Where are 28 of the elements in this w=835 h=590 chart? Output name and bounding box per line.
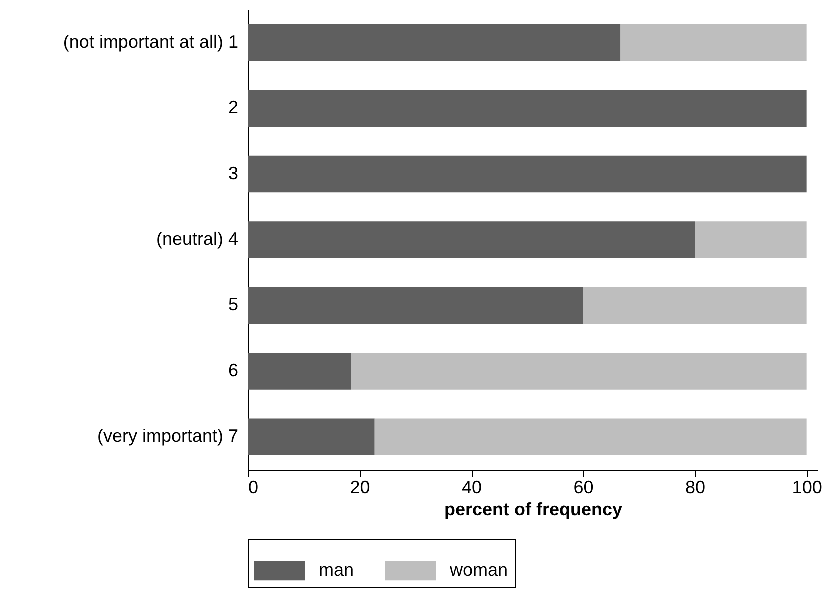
bar bbox=[248, 418, 375, 456]
x-tick-label: 40 bbox=[462, 478, 482, 498]
x-tick-label: 60 bbox=[574, 478, 594, 498]
x-axis-title: percent of frequency bbox=[444, 500, 623, 520]
bar bbox=[351, 353, 807, 390]
bar bbox=[248, 24, 621, 62]
bar bbox=[620, 24, 807, 62]
y-tick-label: (not important at all) 1 bbox=[63, 32, 238, 52]
bar bbox=[695, 222, 807, 258]
x-tick-label: 0 bbox=[248, 478, 259, 498]
y-tick-label: 3 bbox=[228, 163, 238, 184]
bar bbox=[248, 287, 584, 324]
legend-label: woman bbox=[449, 560, 508, 580]
bar bbox=[248, 156, 807, 193]
bar bbox=[248, 90, 807, 127]
bar bbox=[248, 353, 352, 390]
bar bbox=[374, 418, 807, 456]
x-tick-label: 20 bbox=[350, 478, 370, 498]
bar bbox=[248, 222, 696, 258]
x-tick-label: 100 bbox=[792, 478, 822, 498]
legend-label: man bbox=[319, 560, 354, 580]
y-tick-label: 5 bbox=[228, 294, 238, 315]
y-tick-label: (neutral) 4 bbox=[156, 229, 238, 249]
bar bbox=[583, 287, 807, 324]
y-tick-label: 6 bbox=[228, 360, 238, 380]
y-tick-label: (very important) 7 bbox=[97, 426, 238, 446]
y-tick-label: 2 bbox=[228, 98, 238, 118]
x-tick-label: 80 bbox=[686, 478, 706, 498]
